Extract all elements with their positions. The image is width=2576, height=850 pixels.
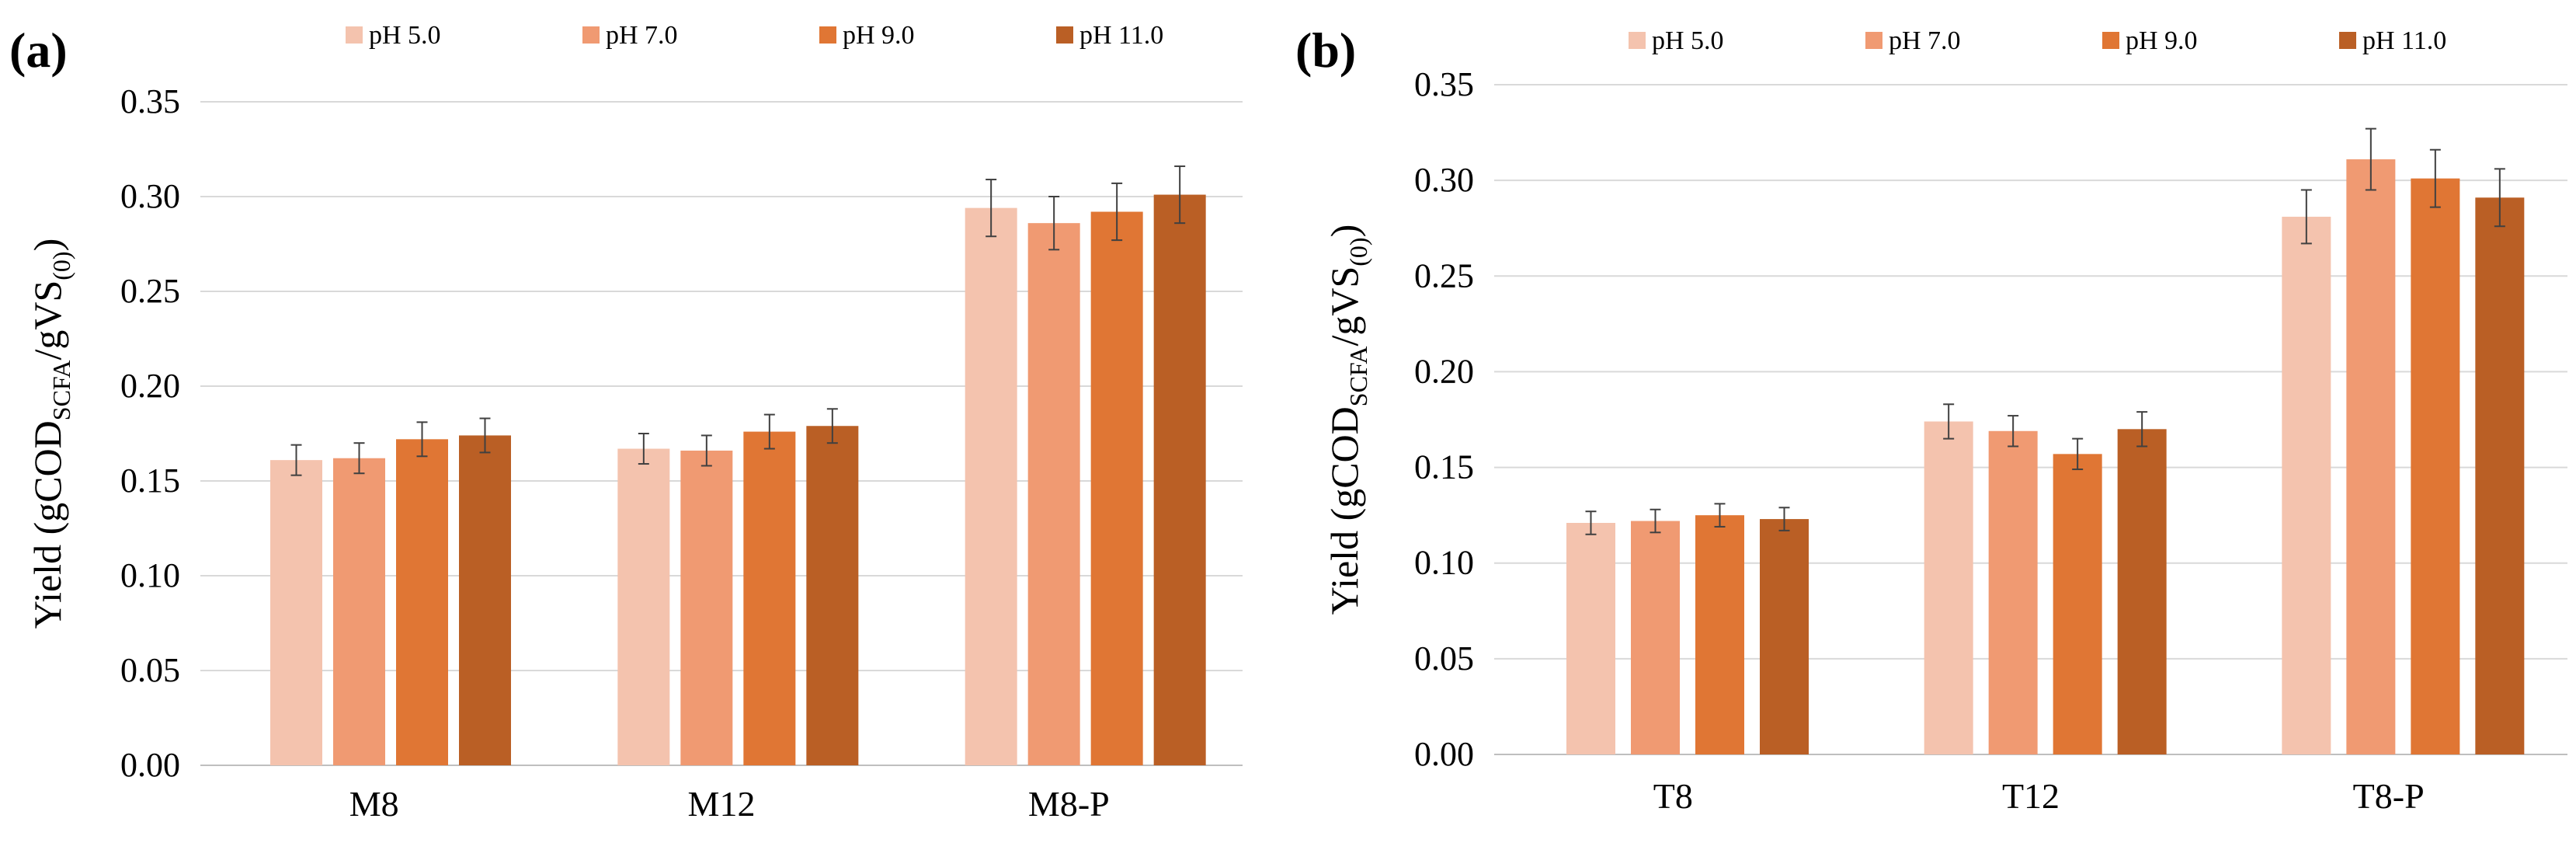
bar — [1153, 194, 1206, 765]
chart-panel-b: 0.00 0.05 0.10 0.15 0.20 0.25 0.30 0.35 T8 T12 T8-… — [1295, 23, 2567, 816]
bar — [1924, 421, 1973, 754]
bar — [743, 431, 796, 765]
y-tick-label: 0.15 — [120, 462, 180, 500]
y-tick-label: 0.10 — [120, 556, 180, 594]
legend-label: pH 5.0 — [369, 21, 441, 50]
legend-label: pH 7.0 — [606, 21, 678, 50]
y-axis-label: Yield (gCODSCFA/gVS(0)) — [26, 239, 75, 629]
bar — [680, 450, 733, 765]
y-tick-label: 0.20 — [1414, 352, 1474, 390]
y-tick-label: 0.25 — [1414, 256, 1474, 294]
bar — [2411, 178, 2460, 754]
panel-label: (a) — [9, 23, 68, 78]
y-tick-label: 0.05 — [1414, 639, 1474, 678]
x-category-label: T8 — [1653, 776, 1693, 816]
x-category-label: M12 — [688, 784, 756, 824]
legend-label: pH 11.0 — [1079, 21, 1163, 50]
y-axis-label: Yield (gCODSCFA/gVS(0)) — [1323, 225, 1372, 615]
legend-swatch — [2102, 32, 2119, 49]
bar — [2346, 159, 2396, 755]
x-category-label: M8 — [349, 784, 399, 824]
y-tick-label: 0.05 — [120, 651, 180, 689]
bar — [1695, 515, 1744, 754]
bar — [1027, 223, 1080, 765]
legend-swatch — [346, 26, 363, 44]
legend-label: pH 5.0 — [1652, 26, 1724, 55]
bar — [1760, 519, 1809, 754]
legend-label: pH 9.0 — [2126, 26, 2198, 55]
y-tick-label: 0.15 — [1414, 448, 1474, 486]
y-tick-label: 0.35 — [120, 82, 180, 120]
bar — [270, 460, 322, 765]
legend-swatch — [819, 26, 836, 44]
bar — [2117, 429, 2167, 754]
panel-label: (b) — [1295, 23, 1356, 78]
y-tick-label: 0.00 — [1414, 735, 1474, 773]
bar — [2475, 197, 2525, 754]
legend-swatch — [2339, 32, 2356, 49]
y-tick-label: 0.30 — [120, 177, 180, 215]
bar — [1631, 521, 1680, 754]
bar — [617, 448, 670, 765]
chart-panel-a: 0.00 0.05 0.10 0.15 0.20 0.25 0.30 0.35 M8 M12 M8-… — [9, 21, 1243, 824]
bar — [965, 207, 1017, 765]
x-category-label: T8-P — [2353, 776, 2425, 816]
bar — [333, 458, 385, 765]
y-tick-label: 0.00 — [120, 746, 180, 784]
y-tick-label: 0.30 — [1414, 161, 1474, 199]
legend-label: pH 11.0 — [2362, 26, 2446, 55]
legend-swatch — [1865, 32, 1882, 49]
bar — [1090, 211, 1143, 765]
y-tick-label: 0.35 — [1414, 65, 1474, 103]
bar — [2282, 216, 2331, 754]
bar — [806, 426, 859, 765]
bar — [1566, 522, 1615, 754]
y-tick-label: 0.20 — [120, 367, 180, 405]
bar — [1988, 430, 2038, 754]
y-tick-label: 0.25 — [120, 272, 180, 310]
x-category-label: M8-P — [1028, 784, 1110, 824]
legend-label: pH 9.0 — [843, 21, 915, 50]
bar — [396, 439, 448, 765]
legend-swatch — [1629, 32, 1646, 49]
legend-label: pH 7.0 — [1889, 26, 1961, 55]
legend-swatch — [1056, 26, 1073, 44]
bar — [2053, 454, 2102, 754]
y-tick-label: 0.10 — [1414, 544, 1474, 582]
legend-swatch — [582, 26, 600, 44]
bar — [459, 435, 511, 765]
x-category-label: T12 — [2002, 776, 2060, 816]
